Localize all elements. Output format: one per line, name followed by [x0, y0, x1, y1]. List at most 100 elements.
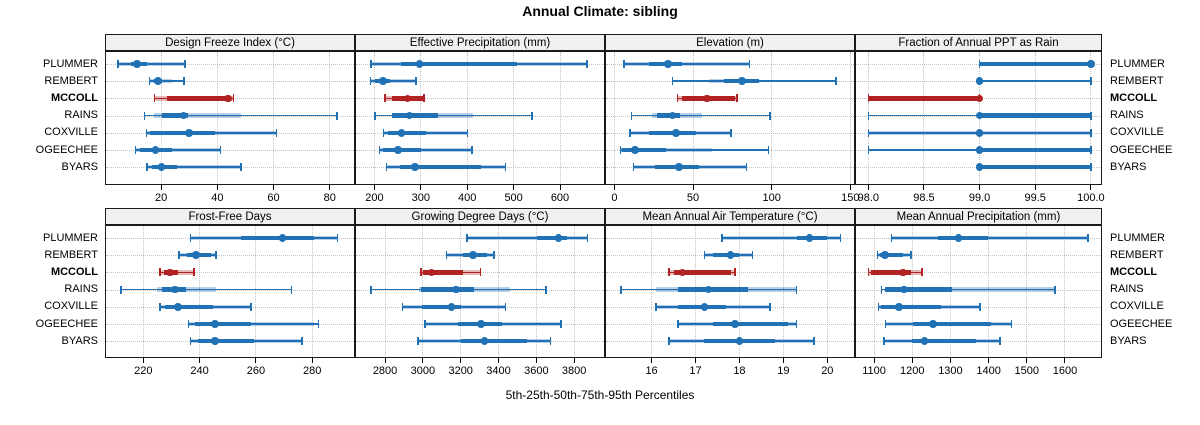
median-dot	[929, 320, 937, 328]
station-label: MCCOLL	[50, 265, 98, 278]
whisker-line	[623, 63, 750, 65]
whisker-cap	[219, 146, 222, 154]
whisker-cap	[655, 302, 657, 311]
station-label: COXVILLE	[44, 300, 98, 313]
panel-plot-area	[605, 51, 855, 185]
median-dot	[166, 268, 174, 277]
gridline-vertical	[142, 226, 144, 357]
axis-tick	[826, 358, 828, 363]
percentile-band	[721, 235, 841, 241]
axis-tick	[513, 185, 515, 190]
whisker-cap	[424, 320, 426, 328]
gridline-vertical	[782, 226, 784, 357]
whisker-cap	[275, 128, 278, 137]
whisker-cap	[999, 337, 1001, 346]
median-dot	[975, 94, 984, 103]
axis-tick-label: 0	[611, 192, 618, 204]
station-label: MCCOLL	[50, 91, 98, 104]
median-dot	[726, 251, 735, 259]
iqr-segment	[713, 321, 788, 327]
iqr-segment	[399, 164, 482, 170]
whisker-cap	[619, 146, 622, 154]
iqr-segment	[673, 270, 731, 275]
gridline-vertical	[498, 226, 500, 357]
whisker-line	[370, 80, 416, 82]
gridline-vertical	[692, 52, 694, 184]
whisker-line	[374, 114, 533, 117]
axis-tick-label: 60	[267, 192, 280, 204]
iqr-segment	[911, 338, 977, 344]
whisker-cap	[880, 285, 883, 294]
percentile-band	[157, 287, 217, 292]
median-dot	[554, 234, 563, 242]
gridline-vertical	[311, 226, 313, 357]
gridline-vertical	[988, 226, 990, 357]
whisker-cap	[401, 302, 404, 311]
whisker-line	[118, 63, 186, 65]
gridline-vertical	[1064, 226, 1066, 357]
whisker-line	[144, 114, 337, 117]
median-dot	[731, 320, 739, 328]
iqr-segment	[937, 235, 988, 241]
whisker-cap	[795, 320, 798, 328]
axis-tick	[216, 185, 218, 190]
gridline-horizontal	[856, 255, 1101, 257]
gridline-vertical	[651, 226, 653, 357]
axis-tick	[255, 358, 257, 363]
whisker-cap	[382, 128, 385, 137]
percentile-band	[118, 61, 186, 67]
whisker-cap	[504, 163, 507, 172]
whisker-cap	[153, 94, 156, 103]
axis-tick	[1090, 185, 1092, 190]
median-dot	[975, 111, 984, 120]
median-dot	[224, 94, 232, 103]
axis-tick	[142, 358, 144, 363]
whisker-cap	[184, 60, 186, 68]
gridline-vertical	[273, 52, 275, 184]
iqr-segment	[421, 304, 462, 310]
gridline-vertical	[199, 226, 201, 357]
iqr-segment	[194, 321, 251, 327]
axis-tick	[738, 358, 740, 363]
whisker-cap	[630, 111, 633, 120]
median-dot	[452, 285, 460, 294]
axis-tick-label: 50	[686, 192, 700, 204]
axis-tick	[782, 358, 784, 363]
whisker-cap	[677, 320, 679, 328]
axis-tick	[979, 185, 981, 190]
axis-tick-label: 3600	[524, 365, 549, 377]
percentile-band	[623, 61, 750, 67]
percentile-band	[147, 164, 241, 170]
gridline-vertical	[559, 52, 561, 184]
whisker-cap	[586, 60, 588, 68]
station-label: BYARS	[61, 334, 98, 347]
whisker-cap	[189, 234, 192, 242]
whisker-cap	[232, 94, 235, 103]
iqr-segment	[198, 338, 255, 344]
gridline-horizontal	[356, 150, 604, 151]
axis-tick-label: 3800	[561, 365, 587, 377]
gridline-horizontal	[106, 272, 354, 274]
whisker-cap	[867, 268, 870, 277]
panel-strip: Design Freeze Index (°C)	[105, 34, 355, 51]
iqr-segment	[391, 113, 439, 118]
median-dot	[171, 285, 179, 294]
whisker-cap	[117, 60, 119, 68]
median-dot	[379, 77, 387, 85]
station-label: PLUMMER	[1110, 231, 1166, 244]
station-label: PLUMMER	[42, 57, 98, 70]
median-dot	[975, 129, 984, 137]
whisker-cap	[921, 268, 923, 277]
median-dot	[480, 337, 489, 345]
panel-plot-area	[105, 225, 355, 358]
axis-tick	[384, 358, 386, 363]
axis-tick	[923, 185, 925, 190]
axis-tick	[1064, 358, 1066, 363]
iqr-segment	[713, 252, 740, 258]
whisker-cap	[884, 320, 887, 328]
station-label: COXVILLE	[44, 126, 98, 139]
whisker-cap	[420, 268, 422, 277]
median-dot	[447, 303, 455, 311]
whisker-cap	[240, 163, 242, 172]
